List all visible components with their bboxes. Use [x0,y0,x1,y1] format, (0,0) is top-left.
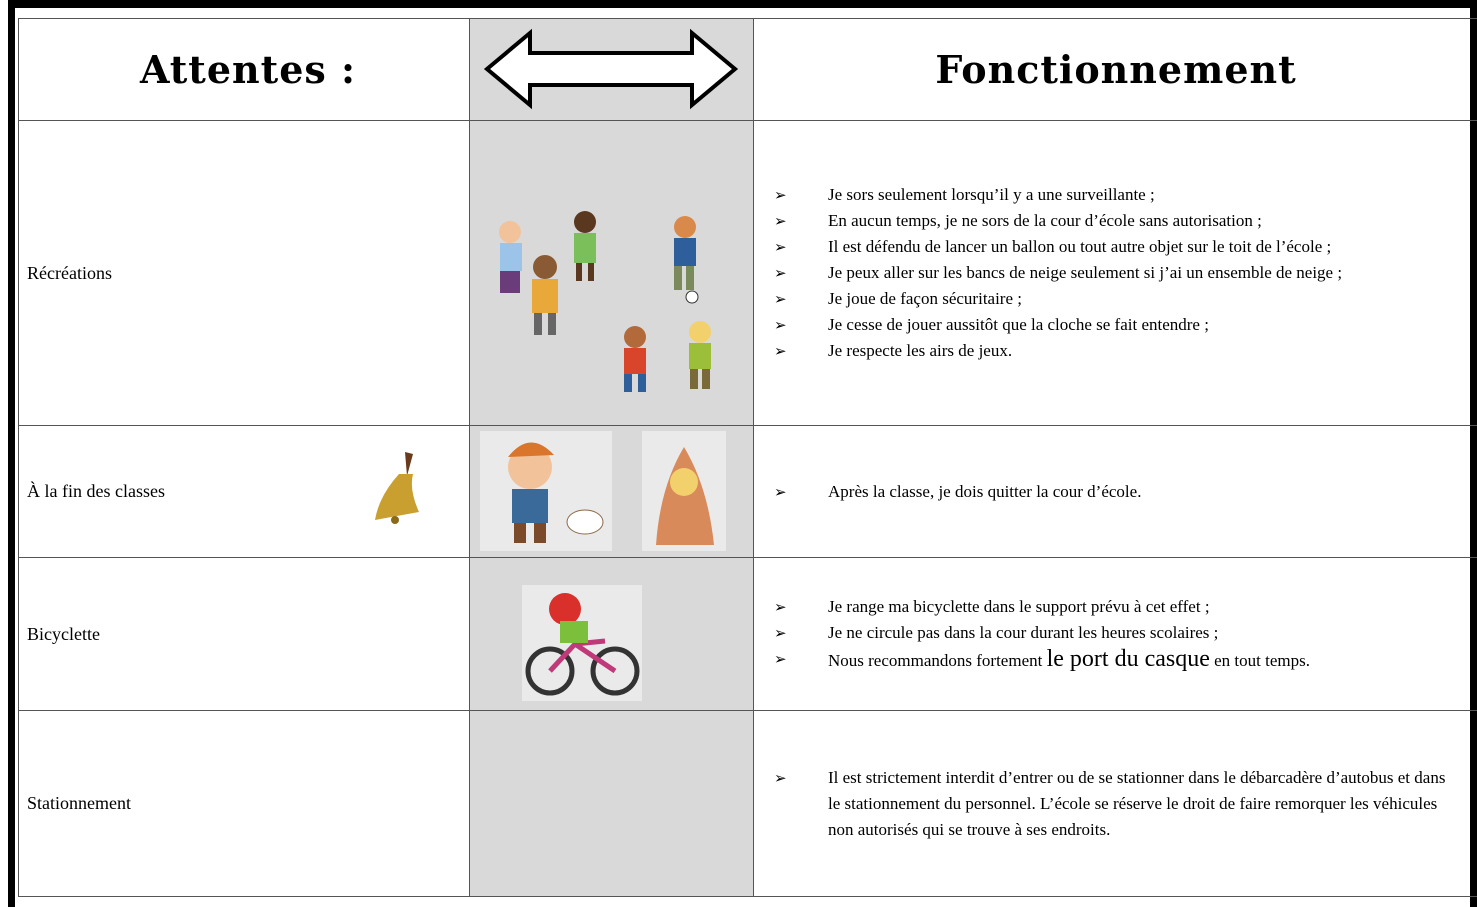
table-row: À la fin des classes Après la classe, je… [19,426,1477,558]
rule-text: en tout temps. [1210,651,1310,670]
rules-list: Il est strictement interdit d’entrer ou … [754,765,1477,843]
header-cell: Fonctionnement [754,19,1477,121]
rules-table: Attentes : Fonctionnement Récréations Je… [18,18,1477,897]
expectation-cell: Stationnement [19,711,470,897]
illustration-cell [470,426,754,558]
rule-item: Je joue de façon sécuritaire ; [774,286,1454,312]
expectation-label: Stationnement [27,793,131,813]
rule-item: Il est strictement interdit d’entrer ou … [774,765,1454,843]
cyclist-illustration [470,559,753,710]
kids-illustration [470,122,753,425]
rules-list: Après la classe, je dois quitter la cour… [754,479,1477,505]
header-arrow-cell [470,19,754,121]
illustration-cell [470,121,754,426]
rule-item: Je range ma bicyclette dans le support p… [774,594,1454,620]
header-row: Attentes : Fonctionnement [19,19,1477,121]
rule-item: Je peux aller sur les bancs de neige seu… [774,260,1454,286]
rule-item: En aucun temps, je ne sors de la cour d’… [774,208,1454,234]
rule-item: Je cesse de jouer aussitôt que la cloche… [774,312,1454,338]
rules-cell: Je sors seulement lorsqu’il y a une surv… [754,121,1477,426]
rule-item: Il est défendu de lancer un ballon ou to… [774,234,1454,260]
rule-item: Nous recommandons fortement le port du c… [774,646,1454,674]
rules-list: Je sors seulement lorsqu’il y a une surv… [754,182,1477,364]
expectation-cell: Récréations [19,121,470,426]
expectation-cell: À la fin des classes [19,426,470,558]
expectation-label: Récréations [27,263,112,283]
rule-text: Nous recommandons fortement [828,651,1047,670]
expectation-label: Bicyclette [27,624,100,644]
double-arrow [470,19,753,120]
header-cell: Attentes : [19,19,470,121]
rules-cell: Je range ma bicyclette dans le support p… [754,558,1477,711]
bell-icon [369,446,429,526]
rule-text: le port du casque [1047,646,1210,672]
illustration-cell [470,558,754,711]
rules-list: Je range ma bicyclette dans le support p… [754,594,1477,674]
rule-item: Je ne circule pas dans la cour durant le… [774,620,1454,646]
illustration-cell [470,711,754,897]
table-row: Bicyclette Je range ma bicyclette dans l… [19,558,1477,711]
rules-cell: Après la classe, je dois quitter la cour… [754,426,1477,558]
rule-item: Je sors seulement lorsqu’il y a une surv… [774,182,1454,208]
table-row: Stationnement Il est strictement interdit… [19,711,1477,897]
table-row: Récréations Je sors seulement lorsqu’il … [19,121,1477,426]
rule-item: Je respecte les airs de jeux. [774,338,1454,364]
table-body: Attentes : Fonctionnement Récréations Je… [19,19,1477,897]
rule-item: Après la classe, je dois quitter la cour… [774,479,1454,505]
expectation-cell: Bicyclette [19,558,470,711]
expectation-label: À la fin des classes [27,481,165,501]
rules-cell: Il est strictement interdit d’entrer ou … [754,711,1477,897]
end-of-class-illustration [470,427,753,557]
